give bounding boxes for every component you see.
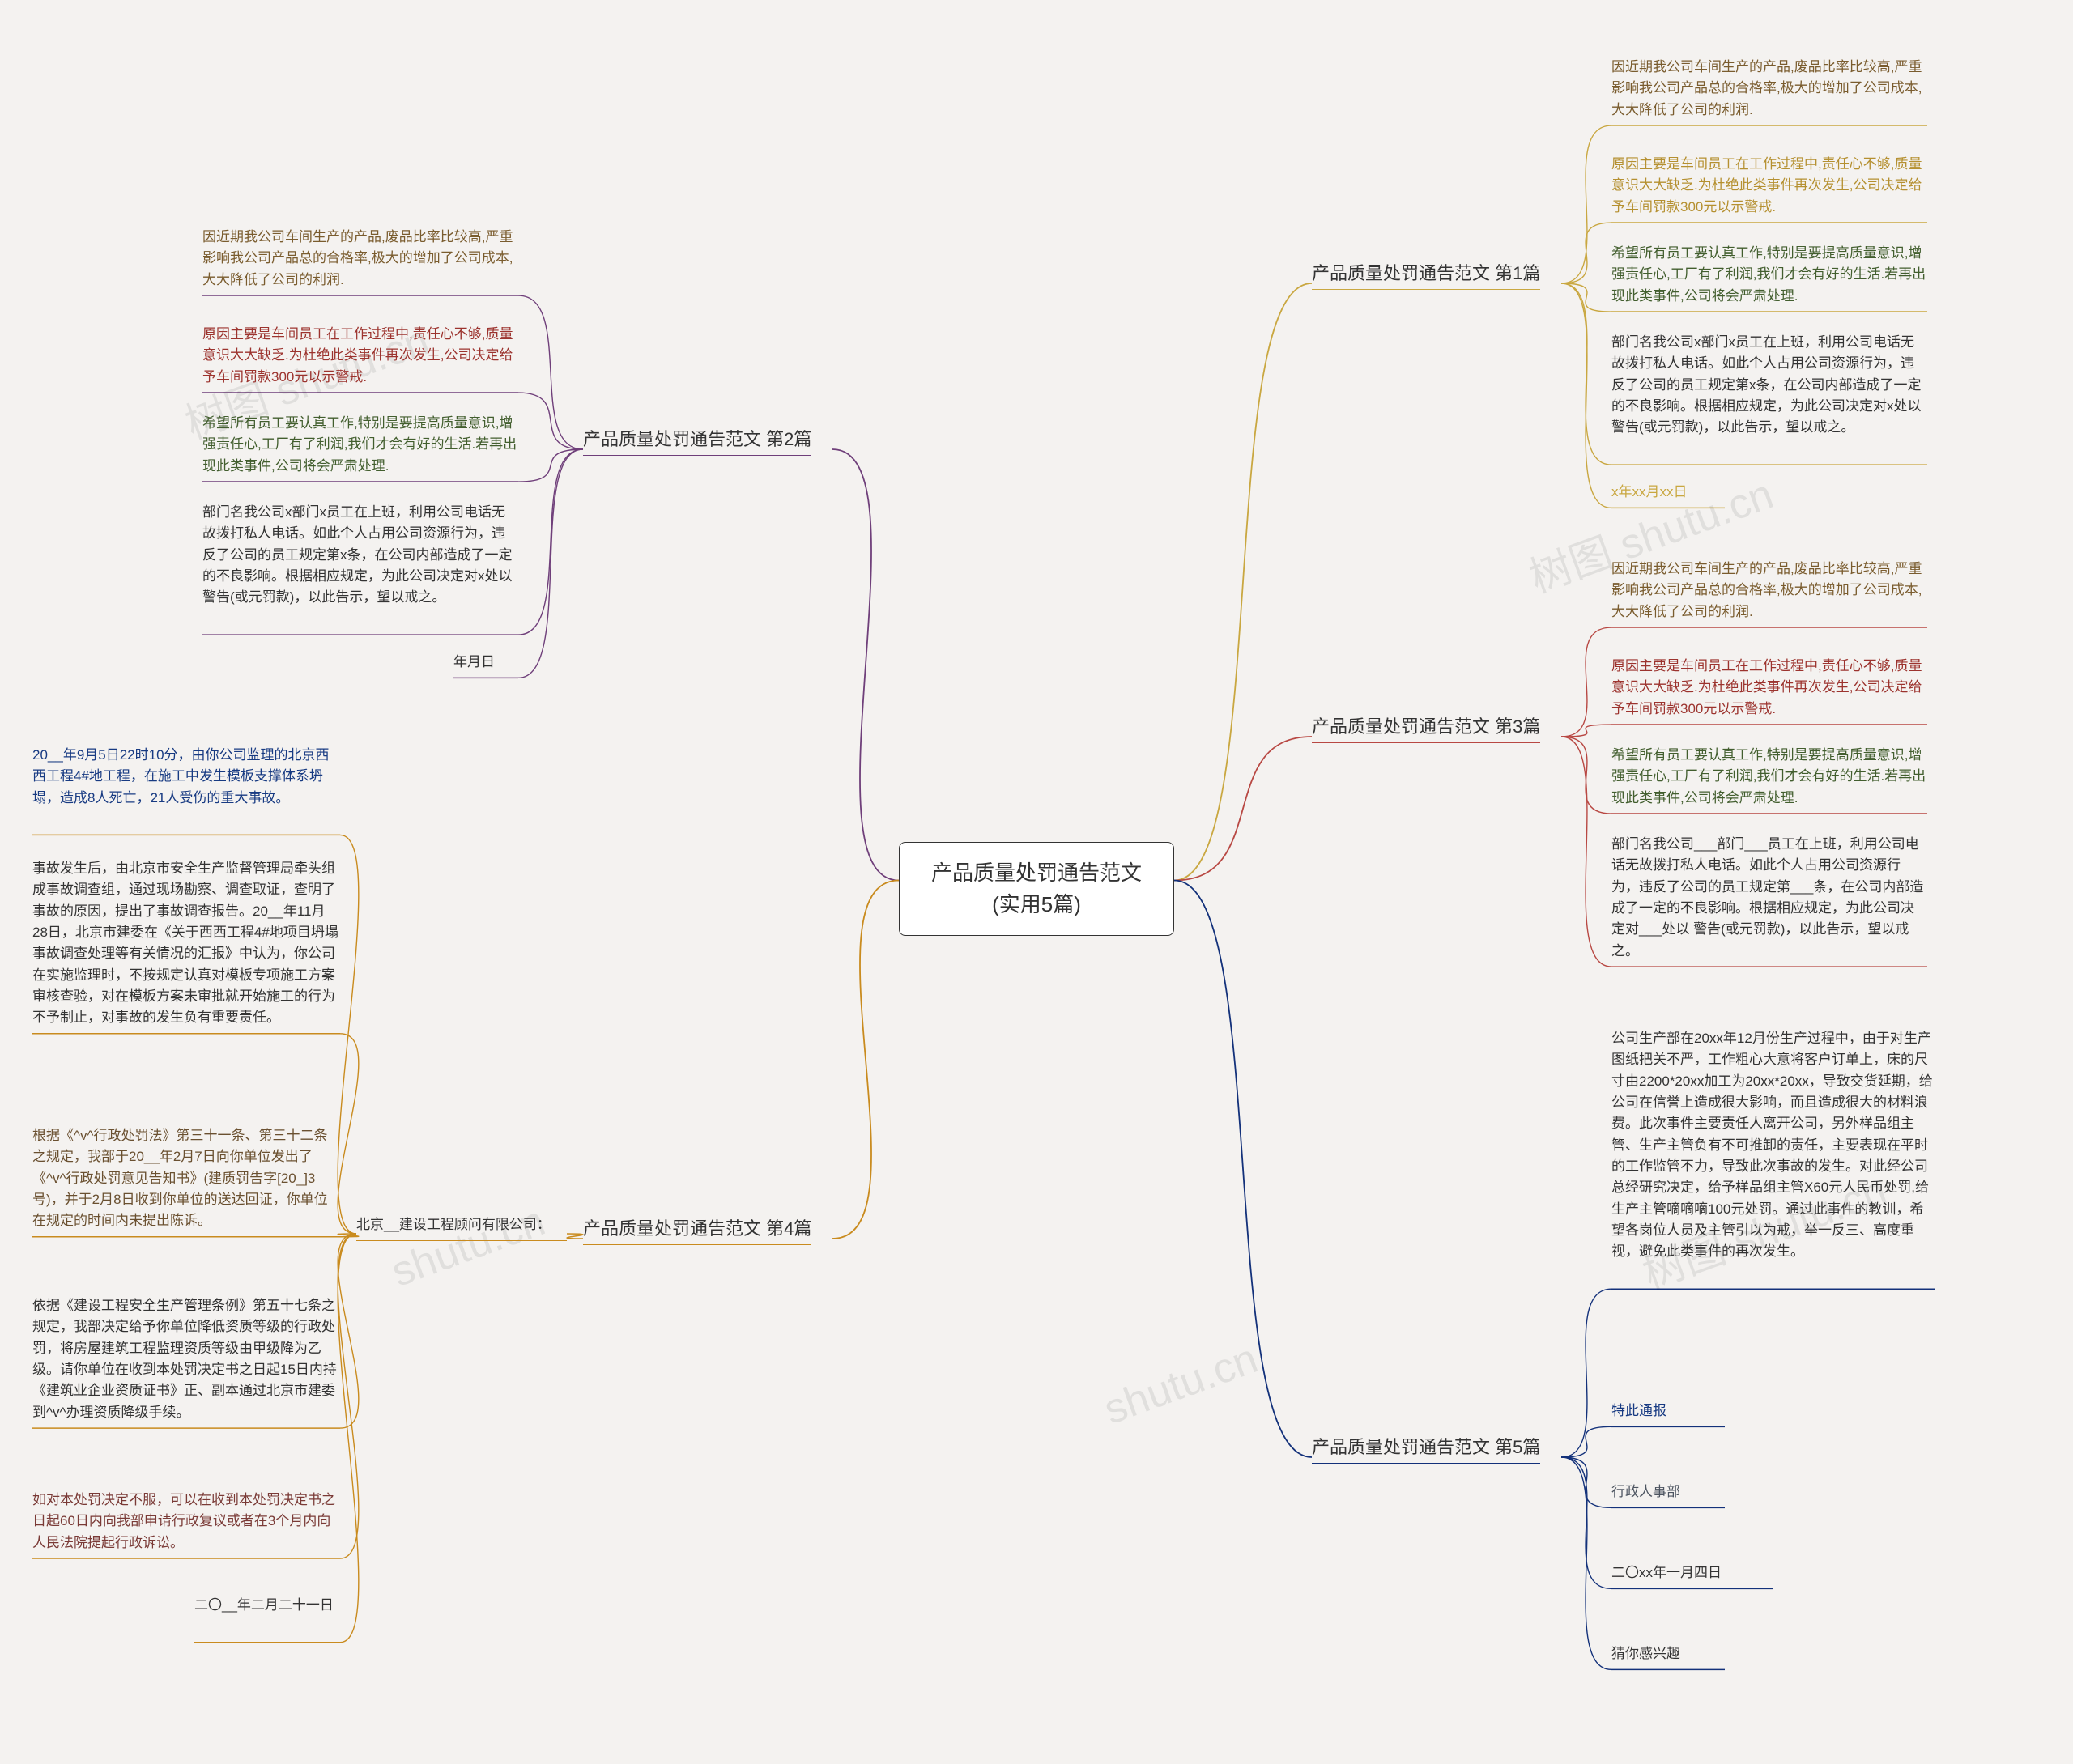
- branch-label: 产品质量处罚通告范文 第5篇: [1312, 1433, 1540, 1464]
- leaf-node: 希望所有员工要认真工作,特别是要提高质量意识,增强责任心,工厂有了利润,我们才会…: [1611, 745, 1927, 814]
- leaf-node: 行政人事部: [1611, 1481, 1725, 1507]
- branch-label: 产品质量处罚通告范文 第3篇: [1312, 712, 1540, 743]
- center-node: 产品质量处罚通告范文(实用5篇): [899, 842, 1174, 936]
- branch-label: 产品质量处罚通告范文 第1篇: [1312, 259, 1540, 290]
- leaf-node: x年xx月xx日: [1611, 482, 1725, 508]
- sub-branch-label: 北京__建设工程顾问有限公司：: [356, 1214, 567, 1241]
- leaf-node: 根据《^v^行政处罚法》第三十一条、第三十二条之规定，我部于20__年2月7日向…: [32, 1125, 340, 1237]
- leaf-node: 二〇xx年一月四日: [1611, 1562, 1773, 1588]
- leaf-node: 原因主要是车间员工在工作过程中,责任心不够,质量意识大大缺乏.为杜绝此类事件再次…: [1611, 154, 1927, 223]
- leaf-node: 原因主要是车间员工在工作过程中,责任心不够,质量意识大大缺乏.为杜绝此类事件再次…: [202, 324, 518, 393]
- leaf-node: 特此通报: [1611, 1401, 1725, 1426]
- leaf-node: 20__年9月5日22时10分，由你公司监理的北京西西工程4#地工程，在施工中发…: [32, 745, 340, 814]
- leaf-node: 依据《建设工程安全生产管理条例》第五十七条之规定，我部决定给予你单位降低资质等级…: [32, 1295, 340, 1428]
- leaf-node: 如对本处罚决定不服，可以在收到本处罚决定书之日起60日内向我部申请行政复议或者在…: [32, 1490, 340, 1558]
- leaf-node: 因近期我公司车间生产的产品,废品比率比较高,严重影响我公司产品总的合格率,极大的…: [202, 227, 518, 295]
- branch-label: 产品质量处罚通告范文 第4篇: [583, 1214, 811, 1245]
- leaf-node: 部门名我公司x部门x员工在上班，利用公司电话无故拨打私人电话。如此个人占用公司资…: [202, 502, 518, 614]
- leaf-node: 因近期我公司车间生产的产品,废品比率比较高,严重影响我公司产品总的合格率,极大的…: [1611, 559, 1927, 627]
- leaf-node: 猜你感兴趣: [1611, 1643, 1725, 1669]
- leaf-node: 部门名我公司___部门___员工在上班，利用公司电话无故拨打私人电话。如此个人占…: [1611, 834, 1927, 967]
- branch-label: 产品质量处罚通告范文 第2篇: [583, 425, 811, 456]
- leaf-node: 原因主要是车间员工在工作过程中,责任心不够,质量意识大大缺乏.为杜绝此类事件再次…: [1611, 656, 1927, 725]
- leaf-node: 因近期我公司车间生产的产品,废品比率比较高,严重影响我公司产品总的合格率,极大的…: [1611, 57, 1927, 125]
- leaf-node: 事故发生后，由北京市安全生产监督管理局牵头组成事故调查组，通过现场勘察、调查取证…: [32, 858, 340, 1034]
- leaf-node: 部门名我公司x部门x员工在上班，利用公司电话无故拨打私人电话。如此个人占用公司资…: [1611, 332, 1927, 444]
- watermark: shutu.cn: [385, 1197, 551, 1297]
- watermark: shutu.cn: [1098, 1334, 1264, 1435]
- center-text: 产品质量处罚通告范文(实用5篇): [931, 861, 1142, 916]
- leaf-node: 年月日: [453, 652, 518, 678]
- leaf-node: 希望所有员工要认真工作,特别是要提高质量意识,增强责任心,工厂有了利润,我们才会…: [202, 413, 518, 482]
- leaf-node: 二〇__年二月二十一日: [194, 1595, 340, 1621]
- leaf-node: 公司生产部在20xx年12月份生产过程中，由于对生产图纸把关不严，工作粗心大意将…: [1611, 1028, 1935, 1268]
- leaf-node: 希望所有员工要认真工作,特别是要提高质量意识,增强责任心,工厂有了利润,我们才会…: [1611, 243, 1927, 312]
